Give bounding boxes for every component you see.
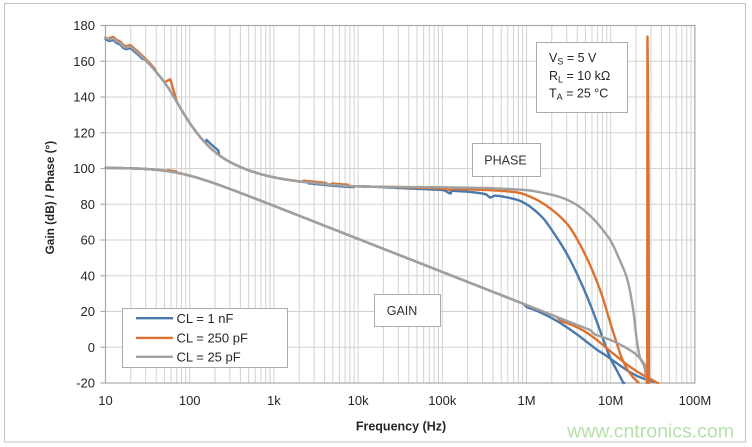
svg-text:-20: -20 bbox=[76, 376, 95, 391]
svg-text:80: 80 bbox=[81, 197, 95, 212]
svg-text:60: 60 bbox=[81, 233, 95, 248]
svg-text:0: 0 bbox=[88, 340, 95, 355]
svg-text:Gain (dB) / Phase (°): Gain (dB) / Phase (°) bbox=[43, 141, 57, 255]
svg-text:VS = 5 V: VS = 5 V bbox=[549, 51, 597, 67]
svg-text:100M: 100M bbox=[679, 393, 712, 408]
svg-text:CL = 1 nF: CL = 1 nF bbox=[177, 311, 234, 326]
svg-text:CL = 250 pF: CL = 250 pF bbox=[177, 331, 248, 346]
svg-text:1M: 1M bbox=[517, 393, 535, 408]
svg-text:1k: 1k bbox=[267, 393, 281, 408]
svg-text:10k: 10k bbox=[348, 393, 369, 408]
svg-text:www.cntronics.com: www.cntronics.com bbox=[566, 421, 734, 443]
svg-text:160: 160 bbox=[73, 54, 95, 69]
svg-text:100: 100 bbox=[179, 393, 201, 408]
svg-text:120: 120 bbox=[73, 125, 95, 140]
svg-text:40: 40 bbox=[81, 268, 95, 283]
svg-text:GAIN: GAIN bbox=[387, 304, 418, 318]
svg-text:TA = 25 °C: TA = 25 °C bbox=[549, 87, 608, 103]
svg-text:140: 140 bbox=[73, 90, 95, 105]
svg-text:100: 100 bbox=[73, 161, 95, 176]
svg-text:CL = 25 pF: CL = 25 pF bbox=[177, 349, 241, 364]
svg-text:180: 180 bbox=[73, 18, 95, 33]
svg-text:10: 10 bbox=[98, 393, 112, 408]
svg-text:Frequency (Hz): Frequency (Hz) bbox=[356, 420, 446, 434]
svg-text:PHASE: PHASE bbox=[484, 154, 526, 168]
svg-text:100k: 100k bbox=[428, 393, 457, 408]
svg-text:10M: 10M bbox=[598, 393, 623, 408]
svg-text:RL = 10 kΩ: RL = 10 kΩ bbox=[549, 69, 610, 85]
svg-text:20: 20 bbox=[81, 304, 95, 319]
